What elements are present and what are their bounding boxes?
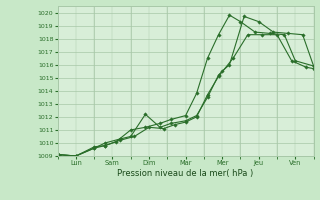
X-axis label: Pression niveau de la mer( hPa ): Pression niveau de la mer( hPa ) [117,169,254,178]
